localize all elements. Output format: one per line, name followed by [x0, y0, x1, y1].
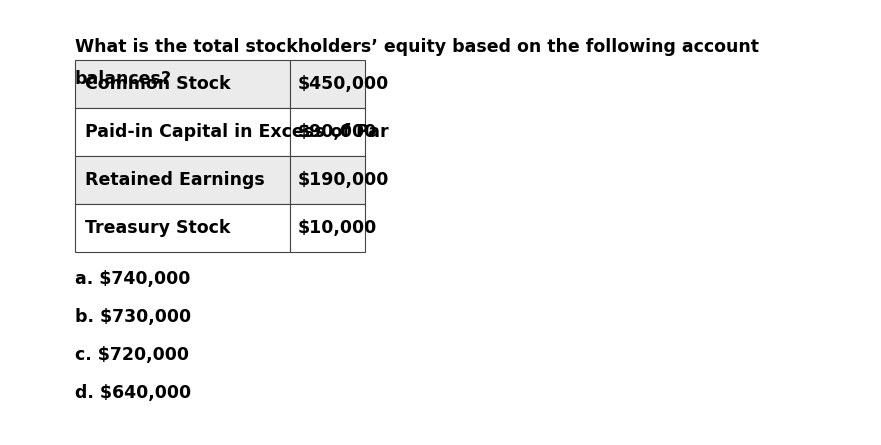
Text: $190,000: $190,000 [298, 171, 389, 189]
Text: Paid-in Capital in Excess of Par: Paid-in Capital in Excess of Par [85, 123, 389, 141]
Bar [75, 204, 290, 252]
Bar [290, 60, 365, 108]
Text: Treasury Stock: Treasury Stock [85, 219, 230, 237]
Text: What is the total stockholders’ equity based on the following account: What is the total stockholders’ equity b… [75, 38, 759, 56]
Text: $10,000: $10,000 [298, 219, 377, 237]
Bar [75, 60, 290, 108]
Text: a. $740,000: a. $740,000 [75, 270, 190, 288]
Text: c. $720,000: c. $720,000 [75, 346, 189, 364]
Bar [75, 156, 290, 204]
Text: d. $640,000: d. $640,000 [75, 384, 191, 402]
Bar [75, 108, 290, 156]
Text: b. $730,000: b. $730,000 [75, 308, 191, 326]
Text: $90,000: $90,000 [298, 123, 377, 141]
Text: $450,000: $450,000 [298, 75, 389, 93]
Text: balances?: balances? [75, 70, 172, 88]
Text: Retained Earnings: Retained Earnings [85, 171, 265, 189]
Bar [290, 156, 365, 204]
Bar [290, 204, 365, 252]
Text: Common Stock: Common Stock [85, 75, 231, 93]
Bar [290, 108, 365, 156]
